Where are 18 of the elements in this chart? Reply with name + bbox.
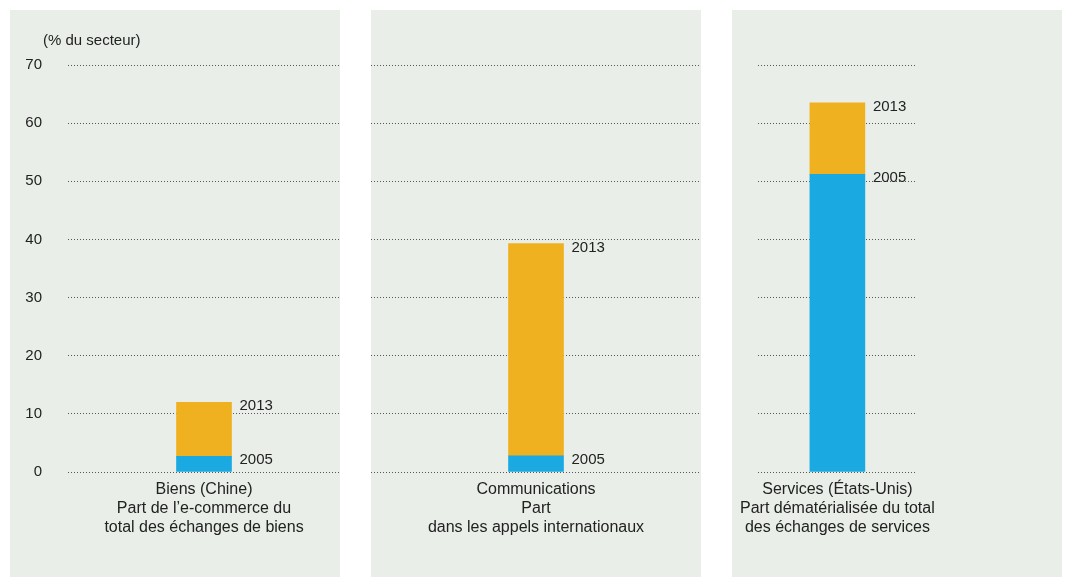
y-tick-label: 40 xyxy=(25,229,42,247)
y-axis-title: (% du secteur) xyxy=(43,31,141,48)
series-label: 2005 xyxy=(239,450,273,468)
x-tick-label: Communications Part dans les appels internationaux xyxy=(427,480,645,536)
y-tick-label: 70 xyxy=(25,55,42,73)
y-tick-label: 50 xyxy=(25,171,42,189)
x-tick-label: Services (États-Unis) Part dématérialisée du total des échanges de services xyxy=(740,479,935,536)
series-label: 2013 xyxy=(239,396,273,414)
y-tick-label: 0 xyxy=(33,462,42,480)
y-tick-label: 60 xyxy=(25,113,42,131)
series-label: 2013 xyxy=(571,237,605,255)
y-tick-label: 10 xyxy=(25,404,42,421)
y-tick-label: 20 xyxy=(25,345,42,363)
y-tick-label: 30 xyxy=(25,287,42,305)
series-label: 2013 xyxy=(872,96,907,114)
series-label: 2005 xyxy=(571,449,605,467)
x-tick-label: Biens (Chine) Part de l’e-commerce du total des échanges de biens xyxy=(104,480,304,536)
series-label: 2005 xyxy=(872,168,907,186)
